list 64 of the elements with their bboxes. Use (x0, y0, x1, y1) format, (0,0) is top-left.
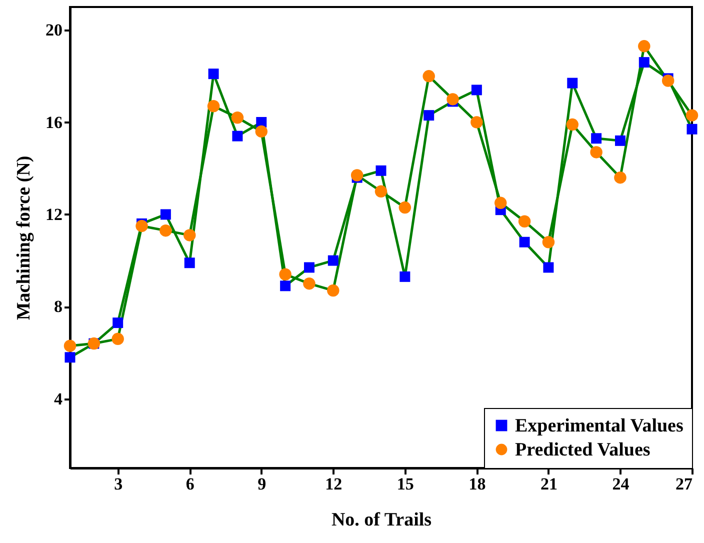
point (542, 236, 555, 248)
point (543, 262, 554, 273)
point (183, 229, 196, 242)
point (64, 352, 76, 363)
point (471, 84, 482, 96)
y-tick-label: 12 (46, 204, 62, 224)
point (64, 340, 76, 352)
point (231, 112, 244, 124)
legend-label: Experimental Values (515, 416, 684, 436)
x-tick-label: 24 (612, 474, 630, 494)
x-tick-label: 12 (325, 474, 342, 494)
y-axis-title: Machining force (N) (14, 156, 34, 320)
point (184, 258, 195, 268)
point (400, 271, 410, 282)
point (207, 100, 220, 112)
point (374, 185, 388, 198)
x-axis-title: No. of Trails (331, 510, 432, 530)
point (422, 70, 435, 82)
y-tick-label: 16 (46, 112, 62, 132)
point (160, 224, 172, 237)
x-tick-label: 27 (676, 474, 693, 494)
x-tick-label: 21 (540, 474, 558, 494)
point (136, 220, 148, 232)
point (279, 268, 292, 280)
point (662, 74, 674, 87)
point (686, 109, 698, 122)
x-tick-label: 15 (396, 474, 414, 494)
point (614, 171, 626, 184)
point (519, 236, 530, 248)
legend-label: Predicted Values (515, 440, 650, 460)
point (328, 255, 338, 266)
point (112, 332, 124, 346)
x-tick-label: 9 (258, 474, 266, 494)
point (424, 110, 434, 121)
x-tick-label: 6 (186, 474, 194, 494)
point (591, 133, 602, 144)
point (638, 40, 650, 52)
y-tick-label: 8 (54, 297, 62, 316)
point (446, 93, 459, 106)
point (638, 57, 650, 68)
point (232, 130, 243, 142)
point (112, 318, 124, 328)
point (614, 135, 626, 146)
point (376, 165, 386, 176)
point (280, 280, 291, 292)
point (518, 215, 531, 228)
point (398, 201, 412, 214)
y-tick-label: 20 (46, 20, 62, 40)
y-tick-label: 4 (54, 389, 63, 408)
point (255, 125, 268, 138)
point (566, 118, 579, 131)
point (304, 262, 314, 273)
point (160, 209, 171, 220)
point (350, 169, 364, 182)
point (327, 284, 340, 297)
point (686, 124, 698, 134)
point (303, 277, 316, 290)
point (494, 196, 507, 210)
point (567, 78, 578, 88)
point (470, 116, 483, 128)
point (208, 68, 219, 80)
point (590, 146, 602, 158)
x-tick-label: 3 (114, 474, 123, 494)
x-tick-label: 18 (468, 474, 486, 494)
